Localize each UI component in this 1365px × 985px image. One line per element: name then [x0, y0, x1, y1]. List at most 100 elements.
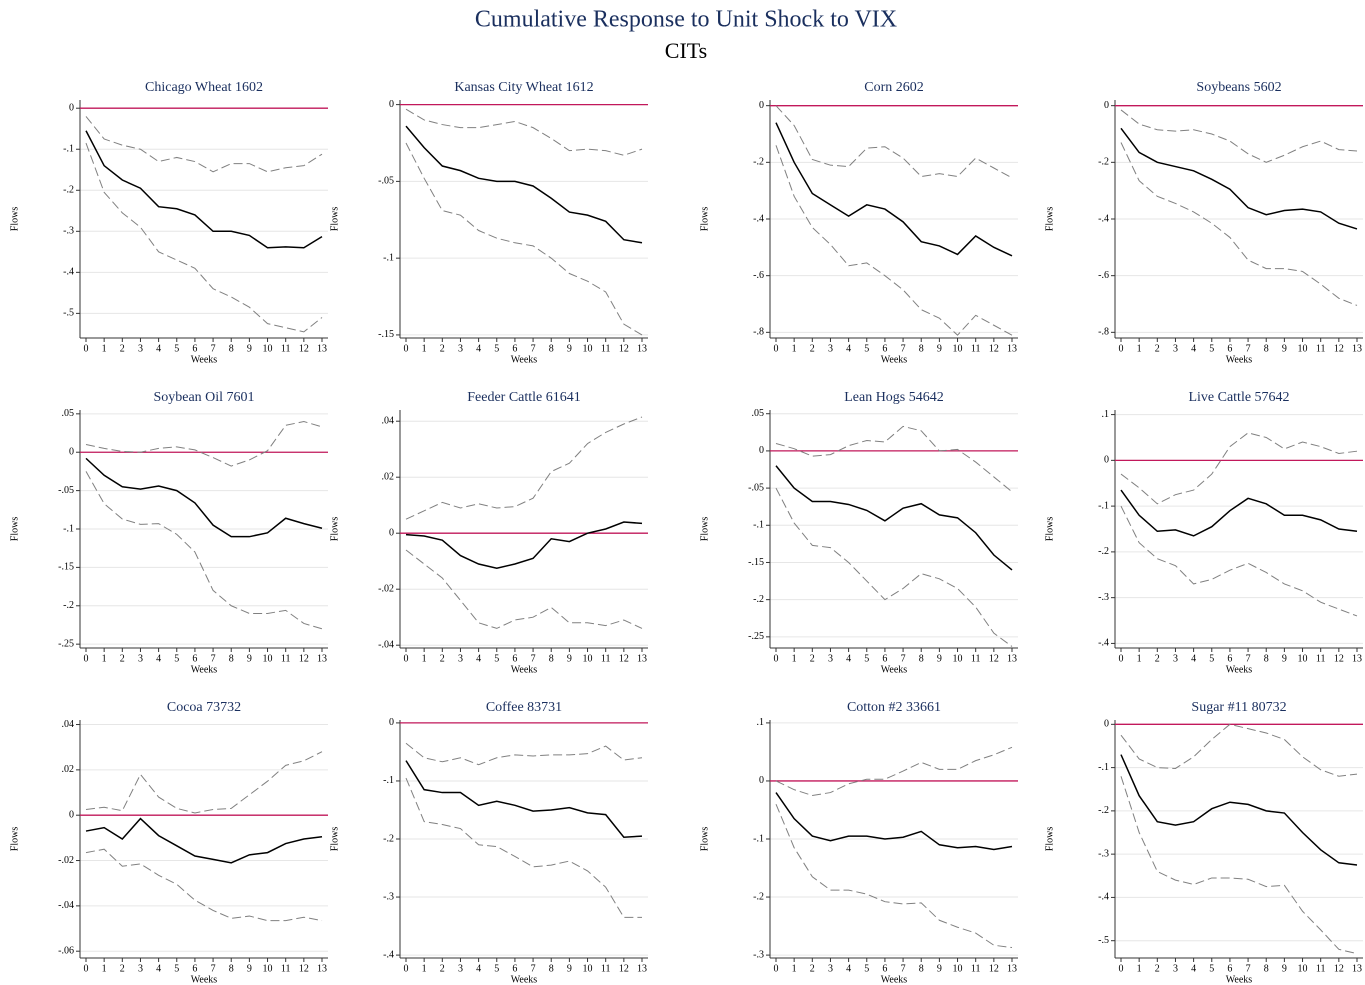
x-tick-label: 0 — [404, 343, 409, 354]
x-tick-label: 2 — [810, 343, 815, 354]
x-tick-label: 12 — [619, 963, 629, 974]
y-tick-label: 0 — [69, 103, 74, 114]
x-tick-label: 7 — [211, 343, 216, 354]
panel-title: Soybeans 5602 — [1196, 80, 1281, 95]
x-tick-label: 13 — [317, 343, 327, 354]
x-tick-label: 5 — [494, 343, 499, 354]
y-axis-label: Flows — [9, 827, 20, 852]
x-tick-label: 10 — [953, 343, 963, 354]
x-tick-label: 8 — [229, 963, 234, 974]
response-line — [1120, 489, 1358, 537]
x-axis-label: Weeks — [881, 354, 908, 365]
panel-title: Sugar #11 80732 — [1191, 700, 1286, 715]
response-line — [85, 817, 323, 864]
x-tick-label: 13 — [317, 963, 327, 974]
confidence-band-line — [405, 549, 643, 629]
x-tick-label: 13 — [637, 343, 647, 354]
confidence-band-line — [1120, 723, 1358, 777]
x-tick-label: 9 — [937, 343, 942, 354]
y-tick-label: .05 — [62, 408, 75, 419]
x-axis-label: Weeks — [191, 974, 218, 985]
x-tick-label: 4 — [1191, 963, 1196, 974]
x-tick-label: 6 — [192, 963, 197, 974]
x-tick-label: 12 — [989, 343, 999, 354]
x-tick-label: 0 — [84, 343, 89, 354]
y-tick-label: -.1 — [63, 144, 74, 155]
response-line — [405, 125, 643, 244]
x-tick-label: 2 — [120, 963, 125, 974]
y-tick-label: .04 — [62, 719, 75, 730]
confidence-band-line — [85, 848, 323, 922]
y-tick-label: -.02 — [58, 855, 74, 866]
x-tick-label: 5 — [494, 653, 499, 664]
y-tick-label: -.3 — [63, 226, 74, 237]
y-tick-label: -.8 — [753, 327, 764, 338]
response-line — [775, 792, 1013, 851]
x-tick-label: 5 — [864, 963, 869, 974]
x-tick-label: 3 — [1173, 963, 1178, 974]
x-tick-label: 5 — [864, 343, 869, 354]
y-tick-label: -.1 — [753, 833, 764, 844]
x-tick-label: 6 — [192, 343, 197, 354]
x-tick-label: 5 — [174, 343, 179, 354]
x-tick-label: 9 — [567, 653, 572, 664]
x-axis-label: Weeks — [511, 974, 538, 985]
x-tick-label: 4 — [156, 653, 161, 664]
x-tick-label: 5 — [174, 653, 179, 664]
x-tick-label: 2 — [810, 963, 815, 974]
y-tick-label: -.1 — [1098, 500, 1109, 511]
x-tick-label: 5 — [1209, 653, 1214, 664]
x-tick-label: 6 — [1227, 963, 1232, 974]
y-tick-label: -.4 — [63, 267, 74, 278]
x-tick-label: 12 — [1334, 963, 1344, 974]
x-tick-label: 2 — [440, 653, 445, 664]
x-tick-label: 8 — [549, 343, 554, 354]
x-tick-label: 1 — [422, 963, 427, 974]
x-tick-label: 2 — [120, 343, 125, 354]
y-tick-label: -.3 — [753, 949, 764, 960]
y-tick-label: 0 — [1104, 100, 1109, 111]
y-tick-label: -.1 — [1098, 762, 1109, 773]
x-tick-label: 11 — [1316, 653, 1326, 664]
confidence-band-line — [775, 746, 1013, 796]
x-tick-label: 9 — [937, 963, 942, 974]
y-tick-label: -.2 — [1098, 805, 1109, 816]
x-tick-label: 4 — [476, 653, 481, 664]
x-tick-label: 3 — [138, 653, 143, 664]
x-tick-label: 10 — [953, 963, 963, 974]
response-line — [85, 130, 323, 249]
x-tick-label: 3 — [828, 963, 833, 974]
x-tick-label: 7 — [531, 653, 536, 664]
confidence-band-line — [85, 471, 323, 630]
x-tick-label: 1 — [792, 343, 797, 354]
y-tick-label: -.05 — [748, 482, 764, 493]
y-tick-label: 0 — [389, 527, 394, 538]
x-tick-label: 0 — [774, 653, 779, 664]
x-tick-label: 4 — [156, 343, 161, 354]
x-tick-label: 3 — [1173, 343, 1178, 354]
panel-title: Cotton #2 33661 — [847, 700, 941, 715]
y-tick-label: -.8 — [1098, 327, 1109, 338]
x-tick-label: 7 — [211, 653, 216, 664]
x-tick-label: 6 — [1227, 343, 1232, 354]
x-axis-label: Weeks — [511, 354, 538, 365]
response-line — [1120, 754, 1358, 866]
x-tick-label: 3 — [1173, 653, 1178, 664]
figure-subtitle: CITs — [665, 38, 707, 63]
x-tick-label: 7 — [1246, 963, 1251, 974]
x-tick-label: 9 — [247, 963, 252, 974]
x-tick-label: 11 — [281, 343, 291, 354]
x-tick-label: 5 — [1209, 963, 1214, 974]
x-tick-label: 3 — [458, 963, 463, 974]
x-tick-label: 2 — [1155, 343, 1160, 354]
x-tick-label: 8 — [919, 343, 924, 354]
panel: Live Cattle 57642.10-.1-.2-.3-.40 1 2 3 4 5 6 7… — [1044, 390, 1363, 675]
x-tick-label: 4 — [846, 653, 851, 664]
confidence-band-line — [405, 742, 643, 766]
x-tick-label: 5 — [864, 653, 869, 664]
x-tick-label: 6 — [512, 343, 517, 354]
y-tick-label: -.15 — [58, 562, 74, 573]
y-tick-label: -.15 — [378, 329, 394, 340]
x-tick-label: 9 — [937, 653, 942, 664]
x-tick-label: 8 — [1264, 343, 1269, 354]
